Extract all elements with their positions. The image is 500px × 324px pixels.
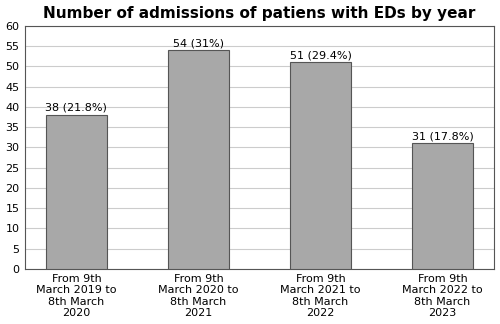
Bar	[290, 62, 351, 269]
Bar	[168, 50, 229, 269]
Text: 31 (17.8%): 31 (17.8%)	[412, 131, 474, 141]
Bar	[46, 115, 107, 269]
Text: 38 (21.8%): 38 (21.8%)	[46, 103, 108, 113]
Bar	[412, 143, 473, 269]
Title: Number of admissions of patiens with EDs by year: Number of admissions of patiens with EDs…	[44, 6, 476, 20]
Text: 51 (29.4%): 51 (29.4%)	[290, 50, 352, 60]
Text: 54 (31%): 54 (31%)	[173, 38, 224, 48]
